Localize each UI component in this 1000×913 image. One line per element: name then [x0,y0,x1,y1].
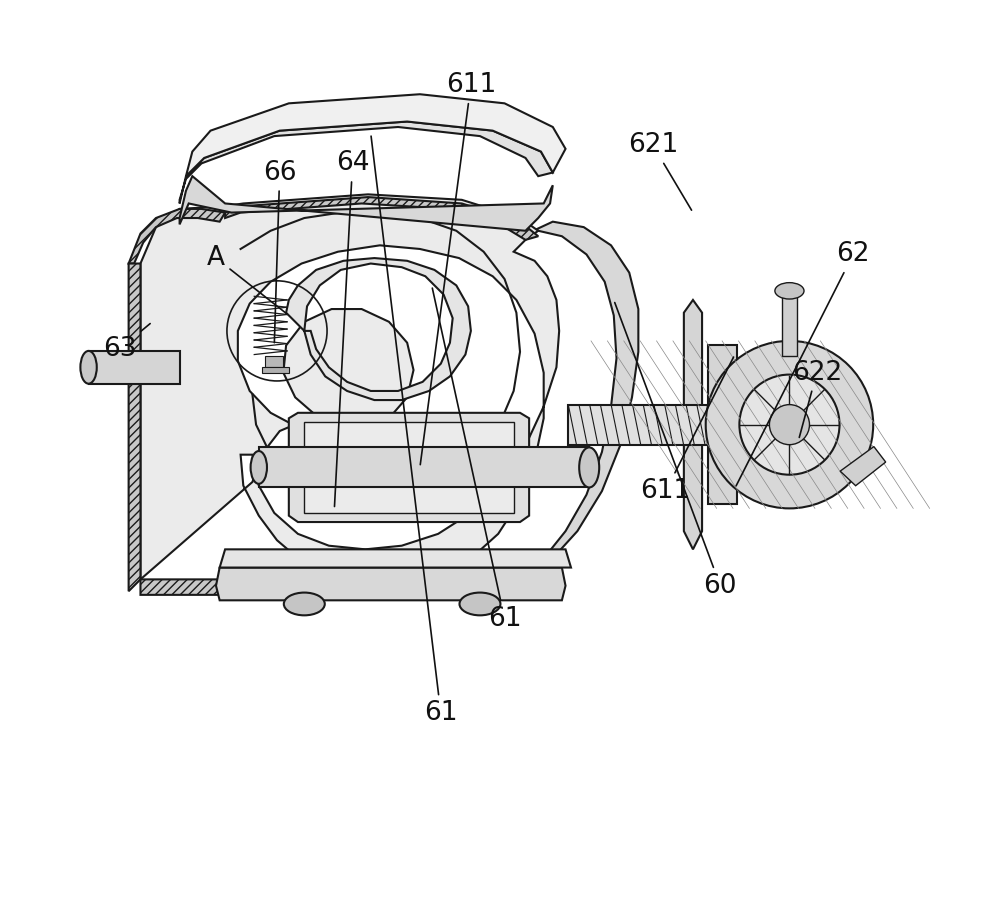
Polygon shape [286,258,471,400]
Circle shape [706,341,873,509]
Text: A: A [207,245,287,314]
Polygon shape [684,300,702,550]
Polygon shape [89,351,180,383]
Ellipse shape [579,447,599,488]
Polygon shape [129,209,225,264]
Polygon shape [225,197,538,240]
Polygon shape [180,176,553,231]
Polygon shape [186,94,566,176]
Text: 62: 62 [736,241,870,486]
Polygon shape [304,422,514,513]
Polygon shape [259,447,589,488]
Polygon shape [782,291,797,356]
Text: 66: 66 [263,160,296,342]
Polygon shape [708,345,737,504]
Ellipse shape [251,451,267,484]
Polygon shape [456,222,638,592]
Polygon shape [568,404,708,445]
Polygon shape [216,568,566,601]
Polygon shape [129,264,140,592]
Polygon shape [180,121,553,204]
Polygon shape [140,194,559,580]
Text: 611: 611 [420,72,496,465]
Polygon shape [840,446,886,486]
Polygon shape [262,367,289,373]
Polygon shape [265,356,283,367]
Ellipse shape [284,593,325,615]
Text: 621: 621 [628,132,692,210]
Text: 64: 64 [334,151,369,507]
Text: 61: 61 [432,289,521,632]
Circle shape [739,374,840,475]
Text: 63: 63 [103,323,150,362]
Text: 622: 622 [792,360,842,437]
Ellipse shape [775,283,804,299]
Circle shape [769,404,809,445]
Polygon shape [289,413,529,522]
Polygon shape [220,550,571,568]
Polygon shape [140,580,271,595]
Ellipse shape [459,593,500,615]
Ellipse shape [80,351,97,383]
Text: 611: 611 [641,357,734,504]
Text: 60: 60 [615,302,737,599]
Text: 61: 61 [371,136,458,726]
